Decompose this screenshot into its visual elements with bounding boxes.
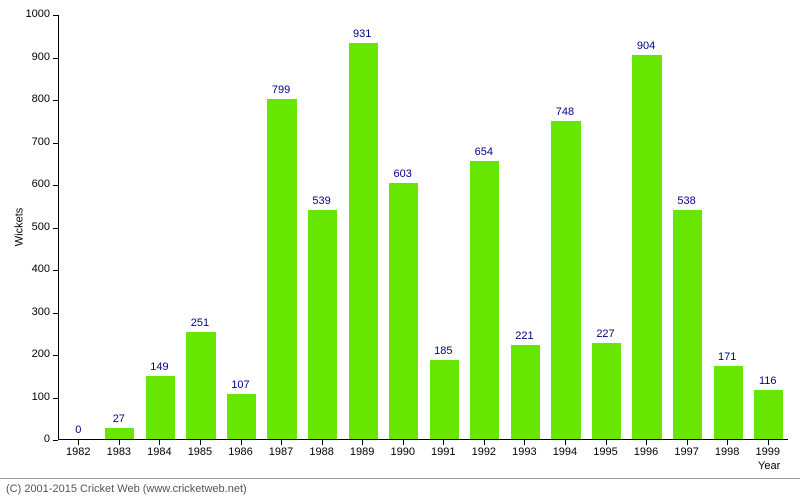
x-tick-mark (443, 440, 444, 445)
bar-value-label: 931 (342, 28, 383, 40)
x-tick-label: 1987 (261, 446, 302, 458)
y-tick-label: 900 (0, 51, 50, 63)
x-tick-mark (565, 440, 566, 445)
bar-value-label: 221 (504, 330, 545, 342)
x-tick-label: 1984 (139, 446, 180, 458)
bar-value-label: 149 (139, 361, 180, 373)
x-tick-mark (606, 440, 607, 445)
x-tick-mark (159, 440, 160, 445)
bar-value-label: 251 (180, 317, 221, 329)
x-tick-mark (119, 440, 120, 445)
bar (754, 390, 783, 439)
y-tick-mark (53, 355, 58, 356)
bar (227, 394, 256, 439)
bar (146, 376, 175, 439)
y-tick-mark (53, 100, 58, 101)
y-tick-label: 200 (0, 348, 50, 360)
y-tick-mark (53, 398, 58, 399)
bar (267, 99, 296, 439)
bar-value-label: 27 (99, 413, 140, 425)
y-tick-label: 400 (0, 263, 50, 275)
bar (551, 121, 580, 439)
bar (186, 332, 215, 439)
x-tick-label: 1983 (99, 446, 140, 458)
y-tick-mark (53, 143, 58, 144)
x-tick-mark (727, 440, 728, 445)
x-tick-label: 1985 (180, 446, 221, 458)
bar-value-label: 654 (464, 146, 505, 158)
x-tick-label: 1989 (342, 446, 383, 458)
x-tick-mark (484, 440, 485, 445)
bar (349, 43, 378, 439)
x-tick-mark (322, 440, 323, 445)
bar-value-label: 603 (382, 168, 423, 180)
x-tick-label: 1991 (423, 446, 464, 458)
bar (673, 210, 702, 439)
y-tick-mark (53, 58, 58, 59)
y-tick-mark (53, 185, 58, 186)
x-tick-mark (524, 440, 525, 445)
x-tick-label: 1986 (220, 446, 261, 458)
plot-area (58, 15, 788, 440)
x-tick-label: 1995 (585, 446, 626, 458)
bar (470, 161, 499, 439)
bar-value-label: 539 (301, 195, 342, 207)
y-tick-mark (53, 228, 58, 229)
bar (105, 428, 134, 439)
x-tick-label: 1998 (707, 446, 748, 458)
x-tick-label: 1997 (666, 446, 707, 458)
bar (389, 183, 418, 439)
x-tick-mark (78, 440, 79, 445)
bar-value-label: 107 (220, 379, 261, 391)
x-axis-title: Year (758, 460, 780, 472)
x-tick-mark (241, 440, 242, 445)
copyright-text: (C) 2001-2015 Cricket Web (www.cricketwe… (6, 483, 247, 495)
bar (592, 343, 621, 439)
bar-value-label: 185 (423, 345, 464, 357)
y-tick-mark (53, 440, 58, 441)
x-tick-label: 1988 (301, 446, 342, 458)
x-tick-label: 1992 (464, 446, 505, 458)
x-tick-label: 1996 (626, 446, 667, 458)
x-tick-label: 1994 (545, 446, 586, 458)
bar (632, 55, 661, 439)
bar-value-label: 171 (707, 351, 748, 363)
bar-value-label: 0 (58, 424, 99, 436)
bar-value-label: 799 (261, 84, 302, 96)
bar (308, 210, 337, 439)
y-tick-label: 0 (0, 433, 50, 445)
copyright-footer: (C) 2001-2015 Cricket Web (www.cricketwe… (0, 478, 800, 500)
bar-value-label: 116 (747, 375, 788, 387)
bar-value-label: 748 (545, 106, 586, 118)
x-tick-label: 1999 (747, 446, 788, 458)
bar (511, 345, 540, 439)
y-tick-label: 800 (0, 93, 50, 105)
x-tick-mark (768, 440, 769, 445)
bar (714, 366, 743, 439)
y-tick-label: 300 (0, 306, 50, 318)
y-tick-mark (53, 15, 58, 16)
x-tick-label: 1982 (58, 446, 99, 458)
y-tick-label: 700 (0, 136, 50, 148)
y-axis-title: Wickets (13, 207, 25, 246)
bar-value-label: 538 (666, 195, 707, 207)
x-tick-mark (403, 440, 404, 445)
bar (430, 360, 459, 439)
bar-value-label: 904 (626, 40, 667, 52)
x-tick-label: 1993 (504, 446, 545, 458)
x-tick-mark (646, 440, 647, 445)
x-tick-mark (281, 440, 282, 445)
x-tick-mark (362, 440, 363, 445)
y-tick-mark (53, 313, 58, 314)
y-tick-label: 100 (0, 391, 50, 403)
bar-value-label: 227 (585, 328, 626, 340)
x-tick-mark (687, 440, 688, 445)
x-tick-mark (200, 440, 201, 445)
wickets-bar-chart: 01002003004005006007008009001000Wickets0… (0, 0, 800, 478)
y-tick-label: 1000 (0, 8, 50, 20)
y-tick-mark (53, 270, 58, 271)
x-tick-label: 1990 (382, 446, 423, 458)
y-tick-label: 600 (0, 178, 50, 190)
